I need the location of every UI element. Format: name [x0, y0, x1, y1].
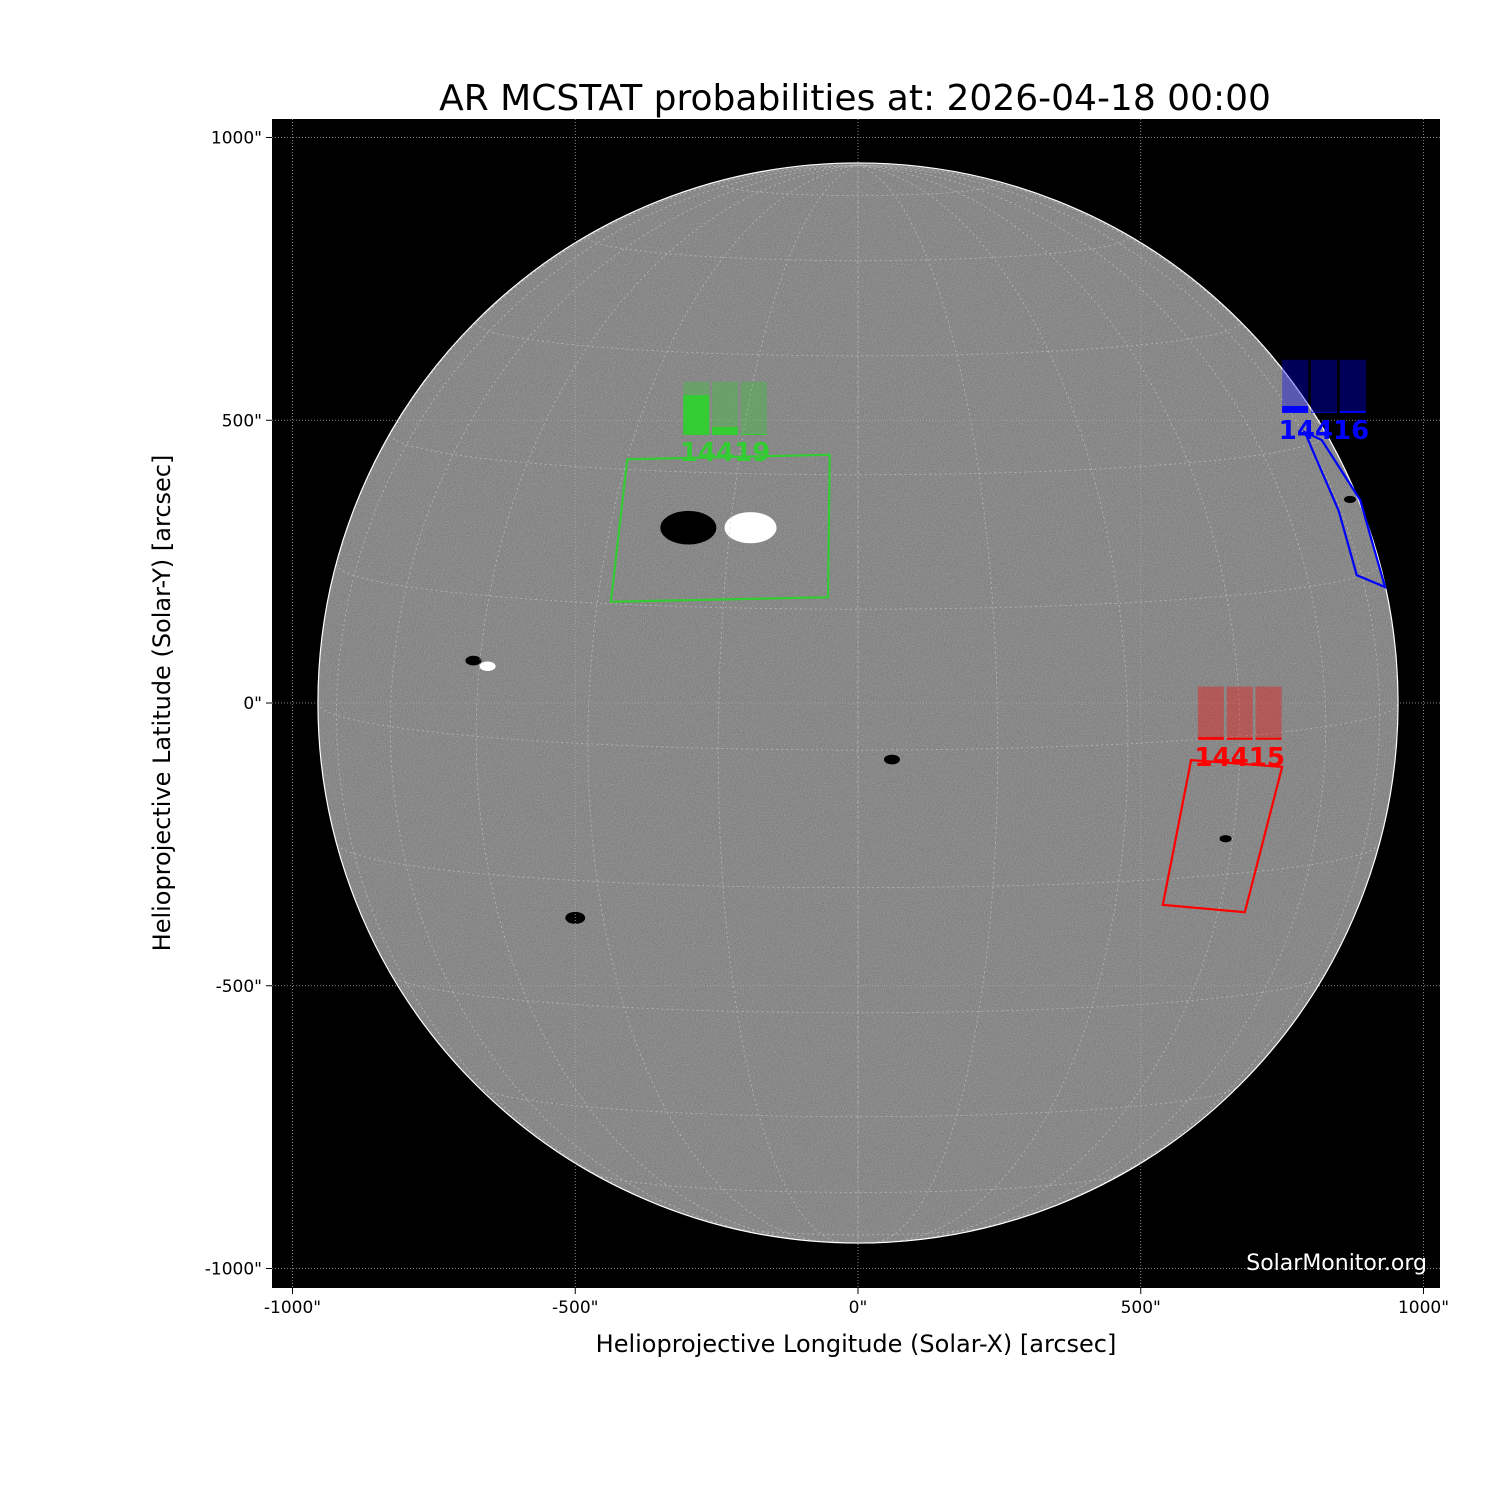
probability-bar-background-X: [740, 381, 767, 435]
probability-bar-X: [1339, 410, 1366, 413]
magnetic-spot: [724, 512, 777, 544]
magnetic-spot: [479, 661, 496, 672]
probability-bar-background-M: [1226, 686, 1253, 740]
y-axis-label: Helioprojective Latitude (Solar-Y) [arcs…: [148, 455, 176, 952]
probability-bar-background-M: [712, 381, 739, 435]
magnetic-spot: [465, 655, 482, 666]
latitude-line: [477, 1086, 1239, 1118]
region-box: [609, 453, 831, 603]
latitude-line: [475, 322, 1241, 357]
longitude-line: [587, 164, 859, 1243]
region-box: [1161, 758, 1284, 914]
y-tick-label: 500": [222, 411, 262, 431]
probability-bar-background-X: [1255, 686, 1282, 740]
longitude-line: [475, 164, 859, 1240]
longitude-line: [857, 164, 1129, 1243]
y-tick-label: 1000": [211, 129, 262, 149]
probability-bar-M: [1310, 412, 1337, 413]
magnetic-features: [465, 495, 1356, 924]
axis-ticks: -1000" -500" 0" 500" 1000" -1000" -500" 0" 500" 1…: [205, 129, 1449, 1319]
y-tick-label: 0": [243, 694, 262, 714]
probability-bar-M: [1226, 737, 1253, 740]
probability-bar-C: [1282, 405, 1309, 413]
probability-bar-background-C: [1197, 686, 1224, 740]
longitude-line: [389, 164, 859, 1235]
longitude-line: [857, 164, 1327, 1235]
region-number-label: 14415: [1194, 743, 1284, 773]
region-number-label: 14419: [680, 438, 770, 468]
longitude-line: [857, 164, 999, 1244]
x-tick-label: 500": [1121, 1298, 1161, 1318]
active-region-14415: 14415: [1161, 686, 1285, 914]
y-tick-label: -1000": [205, 1260, 262, 1280]
active-region-14419: 14419: [609, 381, 831, 603]
x-tick-label: 0": [849, 1298, 868, 1318]
y-tick-label: -500": [216, 977, 262, 997]
probability-bar-background-C: [1282, 359, 1309, 413]
x-tick-label: -500": [552, 1298, 598, 1318]
probability-bar-C: [1197, 737, 1224, 740]
region-number-label: 14416: [1279, 416, 1369, 446]
x-tick-label: 1000": [1398, 1298, 1449, 1318]
region-box: [1302, 429, 1387, 589]
longitude-line: [335, 164, 859, 1210]
probability-bar-C: [683, 395, 710, 435]
active-region-14416: 14416: [1279, 359, 1387, 589]
x-axis-label: Helioprojective Longitude (Solar-X) [arc…: [596, 1330, 1117, 1358]
longitude-line: [857, 164, 1241, 1240]
chart-title: AR MCSTAT probabilities at: 2026-04-18 0…: [439, 78, 1271, 119]
magnetic-spot: [1343, 495, 1356, 504]
latitude-line: [335, 563, 1381, 610]
longitude-line: [717, 164, 859, 1244]
probability-bar-background-M: [1310, 359, 1337, 413]
probability-bar-X: [1255, 737, 1282, 740]
credit-text: SolarMonitor.org: [1246, 1251, 1427, 1276]
active-regions: 14419 14416 14415: [609, 359, 1387, 914]
longitude-line: [857, 164, 1381, 1210]
magnetic-spot: [660, 510, 717, 545]
magnetic-spot: [1219, 835, 1232, 843]
x-tick-label: -1000": [264, 1298, 321, 1318]
magnetic-spot: [883, 754, 900, 765]
probability-bar-background-X: [1339, 359, 1366, 413]
probability-bar-X: [740, 433, 767, 435]
probability-bar-M: [712, 426, 739, 435]
